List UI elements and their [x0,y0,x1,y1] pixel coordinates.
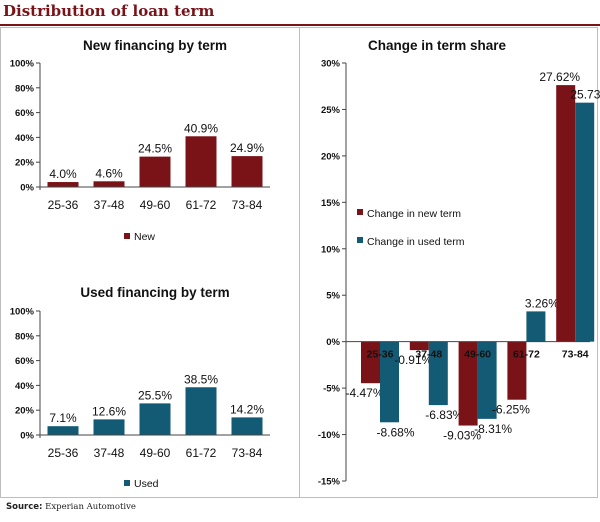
y-tick-label: -5% [323,384,340,395]
bar-73-84 [231,156,263,187]
x-tick-label: 49-60 [464,349,491,361]
legend-swatch [124,233,130,239]
legend-label: New [134,231,155,243]
x-tick-label: 37-48 [94,198,125,212]
chart-title: Change in term share [368,38,507,53]
value-label: -4.47% [345,386,383,400]
x-tick-label: 73-84 [562,349,589,361]
chart-title: Used financing by term [80,285,229,300]
value-label: 27.62% [539,70,580,84]
value-label: 7.1% [49,411,77,425]
source-text: Experian Automotive [45,502,136,512]
bar-61-72 [185,387,217,435]
value-label: 14.2% [230,402,264,416]
bar-25-36 [47,182,79,187]
y-tick-label: 20% [15,406,35,417]
y-tick-label: 30% [321,59,341,70]
x-tick-label: 49-60 [140,446,171,460]
x-tick-label: 61-72 [186,198,217,212]
bar-49-60 [139,403,171,435]
value-label: 25.73% [570,88,600,102]
bar-new-25-36 [361,341,380,384]
bar-used-37-48 [428,341,448,406]
x-tick-label: 49-60 [140,198,171,212]
bar-37-48 [93,419,125,435]
y-tick-label: 20% [321,151,341,162]
value-label: -9.03% [443,429,481,443]
y-tick-label: 100% [10,59,35,70]
x-tick-label: 25-36 [48,446,79,460]
value-label: 12.6% [92,404,126,418]
y-tick-label: 0% [326,337,340,348]
y-tick-label: 20% [15,158,35,169]
legend-swatch [357,209,363,215]
y-tick-label: 60% [15,356,35,367]
chart-title: New financing by term [83,38,227,53]
y-tick-label: 0% [20,183,34,194]
y-tick-label: 15% [321,198,341,209]
legend-swatch [357,237,363,243]
title-rule [0,24,600,26]
page-title: Distribution of loan term [3,2,215,20]
source-label: Source: [6,502,43,512]
y-tick-label: 80% [15,331,35,342]
value-label: -8.31% [474,422,512,436]
y-tick-label: 5% [326,291,340,302]
value-label: 40.9% [184,121,218,135]
value-label: 4.0% [49,167,77,181]
x-tick-label: 37-48 [94,446,125,460]
value-label: 3.26% [525,296,559,310]
x-tick-label: 25-36 [367,349,394,361]
chart-1: New financing by term 0% 20% 40% 60% 80% 100% 4… [10,38,270,243]
y-tick-label: 100% [10,307,35,318]
legend-swatch [124,480,130,486]
bar-37-48 [93,181,125,187]
y-tick-label: 40% [15,381,35,392]
legend-label: Change in new term [367,208,461,220]
chart-2: Used financing by term 0% 20% 40% 60% 80% 100%… [10,285,270,490]
bar-new-37-48 [409,341,429,351]
value-label: -6.83% [425,408,463,422]
value-label: 4.6% [95,166,123,180]
bar-61-72 [185,136,217,187]
y-tick-label: 10% [321,244,341,255]
y-tick-label: -15% [318,477,341,488]
y-tick-label: 25% [321,105,341,116]
value-label: -0.91% [394,353,432,367]
panel-divider [299,27,300,498]
value-label: -6.25% [492,403,530,417]
x-tick-label: 25-36 [48,198,79,212]
value-label: 24.9% [230,141,264,155]
bar-new-61-72 [507,341,527,400]
value-label: -8.68% [376,425,414,439]
x-tick-label: 73-84 [232,198,263,212]
y-tick-label: 40% [15,133,35,144]
legend-label: Change in used term [367,236,465,248]
bar-49-60 [139,156,171,187]
value-label: 25.5% [138,388,172,402]
bar-used-73-84 [575,102,595,342]
legend-label: Used [134,478,159,490]
value-label: 24.5% [138,142,172,156]
y-tick-label: 60% [15,108,35,119]
chart-3: Change in term share -15% -10% -5% 0% 5% 10% 15… [318,38,600,488]
bar-new-73-84 [556,85,576,342]
bar-used-25-36 [380,341,399,423]
bar-25-36 [47,426,79,435]
x-tick-label: 61-72 [513,349,540,361]
source-note: Source: Experian Automotive [6,502,136,512]
x-tick-label: 61-72 [186,446,217,460]
bar-new-49-60 [458,341,478,426]
x-tick-label: 73-84 [232,446,263,460]
bar-used-49-60 [477,341,497,419]
y-tick-label: -10% [318,430,341,441]
bar-73-84 [231,417,263,435]
value-label: 38.5% [184,372,218,386]
y-tick-label: 0% [20,431,34,442]
y-tick-label: 80% [15,83,35,94]
bar-used-61-72 [526,311,546,342]
x-tick-label: 37-48 [415,349,442,361]
